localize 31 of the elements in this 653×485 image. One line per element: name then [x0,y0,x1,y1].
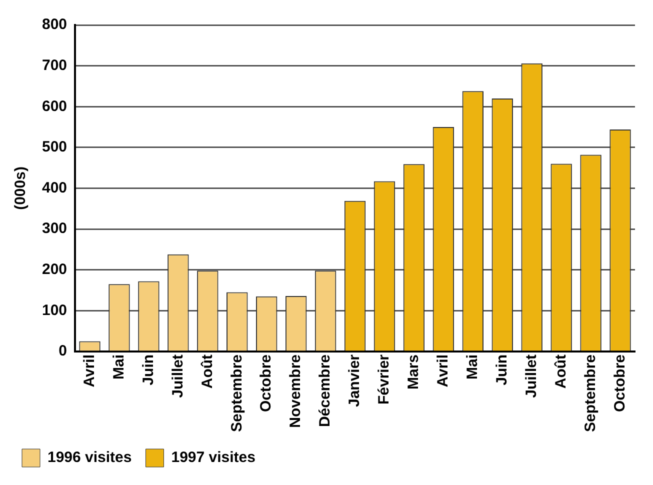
x-tick-label: Novembre [287,354,304,428]
x-tick-label: Août [198,354,216,389]
x-tick-label: Octobre [258,354,275,412]
x-tick-label: Septembre [582,354,599,432]
y-axis-title: (000s) [12,166,30,210]
y-tick-label: 800 [42,16,68,34]
y-tick-label: 500 [42,138,68,156]
x-tick-label: Mars [405,354,422,390]
x-tick-label: Août [552,354,570,389]
x-tick-label: Mai [464,354,482,380]
x-tick-label: Juin [494,354,511,386]
x-tick-label: Décembre [316,354,334,428]
y-tick-label: 700 [42,56,68,74]
x-tick-label: Janvier [346,354,364,408]
x-tick-label: Mai [110,354,128,380]
y-tick-label: 100 [42,302,68,319]
x-tick-label: Septembre [228,354,246,432]
y-tick-label: 200 [42,260,68,278]
y-tick-label: 400 [42,179,68,196]
legend-label: 1997 visites [171,449,256,466]
x-tick-label: Avril [434,354,452,388]
x-tick-label: Juillet [169,354,186,398]
legend-label: 1996 visites [48,449,132,466]
x-tick-label: Juillet [522,354,540,398]
y-tick-label: 600 [42,98,68,115]
x-tick-label: Avril [80,354,98,388]
x-tick-label: Février [376,354,393,405]
x-tick-label: Juin [140,354,157,386]
y-tick-label: 0 [58,342,68,360]
x-tick-label: Octobre [611,354,628,412]
y-tick-label: 300 [42,220,68,238]
